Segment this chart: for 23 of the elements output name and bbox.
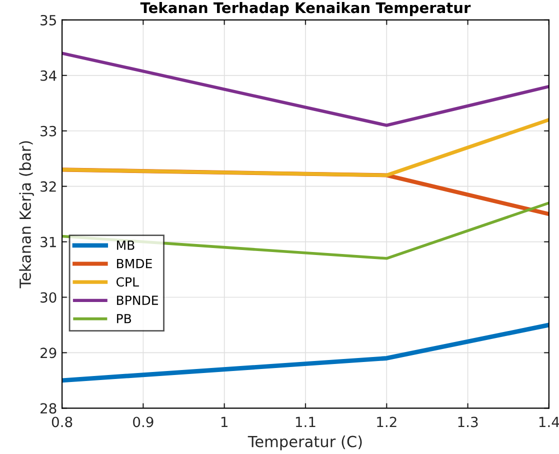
x-tick-label: 0.8 [52, 416, 72, 428]
legend-label: MB [117, 240, 134, 250]
y-tick-label: 34 [40, 70, 56, 81]
y-tick-label: 31 [40, 236, 56, 248]
x-tick-label: 1.1 [296, 416, 316, 428]
y-tick-label: 29 [40, 348, 56, 358]
y-tick-label: 28 [40, 403, 56, 414]
legend-label: BPNDE [117, 296, 158, 305]
chart-title: Tekanan Terhadap Kenaikan Temperatur [140, 2, 471, 16]
y-tick-label: 35 [40, 14, 56, 26]
x-tick-label: 0.9 [133, 416, 154, 428]
x-axis-title: Temperatur (C) [248, 435, 362, 450]
x-tick-label: 1.3 [458, 416, 478, 428]
x-tick-label: 1.2 [377, 416, 396, 428]
legend-label: BMDE [117, 259, 152, 268]
x-tick-label: 1.4 [539, 416, 559, 428]
x-tick-label: 1 [221, 416, 228, 428]
y-tick-label: 33 [40, 126, 56, 136]
y-axis-title: Tekanan Kerja (bar) [19, 141, 34, 288]
y-tick-label: 30 [40, 292, 56, 303]
legend-label: PB [117, 314, 132, 324]
y-tick-label: 32 [40, 181, 56, 192]
legend-label: CPL [116, 277, 139, 287]
